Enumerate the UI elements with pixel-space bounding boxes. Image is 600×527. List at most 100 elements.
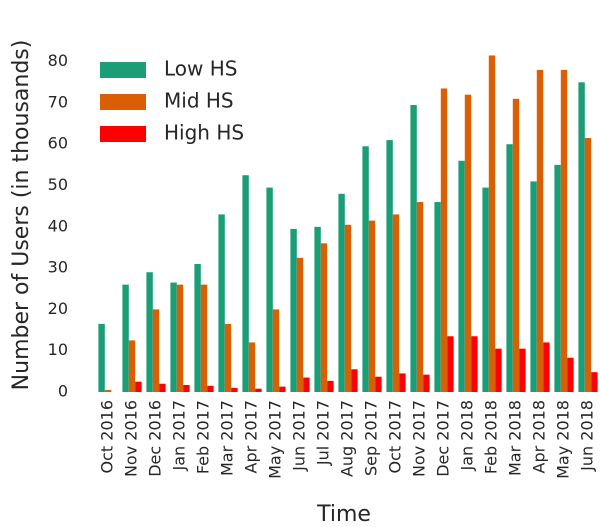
x-axis-label: Time (316, 502, 371, 527)
y-tick-label: 50 (48, 175, 68, 194)
y-tick-label: 40 (48, 216, 68, 235)
bar (375, 376, 382, 392)
x-tick-label: Apr 2017 (242, 400, 261, 473)
bar (471, 336, 478, 392)
bar (344, 224, 352, 392)
bar (296, 257, 304, 392)
x-tick-label: Jul 2017 (314, 400, 333, 466)
bar (224, 323, 232, 392)
bar (231, 387, 238, 392)
bar (194, 263, 201, 392)
bar (368, 220, 376, 392)
bar (146, 272, 153, 392)
x-tick-label: Jan 2018 (458, 400, 477, 471)
x-tick-label: Dec 2017 (434, 400, 453, 477)
bar (272, 309, 280, 392)
bar (207, 385, 214, 392)
bar (266, 187, 273, 392)
bar (506, 144, 513, 392)
bar (392, 214, 400, 392)
x-tick-label: May 2017 (266, 400, 285, 479)
bar (218, 214, 225, 392)
bar (591, 372, 598, 392)
x-tick-label: Feb 2018 (482, 400, 501, 474)
bar (152, 309, 160, 392)
legend-label: Mid HS (164, 89, 234, 113)
bar (314, 226, 321, 392)
x-tick-label: Nov 2017 (410, 400, 429, 477)
bar (584, 138, 592, 392)
bar (567, 357, 574, 392)
bar (128, 340, 136, 392)
bar (176, 284, 184, 392)
x-tick-label: Sep 2017 (362, 400, 381, 476)
bar (242, 175, 249, 392)
bar (386, 140, 393, 392)
bar (327, 380, 334, 392)
bar (98, 323, 105, 392)
y-tick-label: 80 (48, 51, 68, 70)
bar (458, 160, 465, 392)
x-tick-label: Dec 2016 (146, 400, 165, 477)
bar (170, 282, 177, 392)
bar (440, 88, 448, 393)
legend-swatch (100, 126, 146, 142)
x-tick-label: Oct 2016 (98, 400, 117, 473)
bar (320, 243, 328, 392)
bar (423, 374, 430, 392)
legend-label: Low HS (164, 57, 237, 81)
bar (399, 373, 406, 392)
bar (543, 342, 550, 392)
x-tick-label: Apr 2018 (530, 400, 549, 473)
bar (554, 164, 561, 392)
bar (122, 284, 129, 392)
bar (338, 193, 345, 392)
y-axis-label: Number of Users (in thousands) (9, 40, 34, 391)
y-tick-label: 70 (48, 92, 68, 111)
bar (536, 69, 544, 392)
bar (104, 389, 112, 392)
bar (255, 388, 262, 392)
x-tick-label: Aug 2017 (338, 400, 357, 477)
y-tick-label: 30 (48, 258, 68, 277)
bar (135, 381, 142, 392)
x-tick-label: Jun 2017 (290, 400, 309, 472)
x-tick-label: Mar 2017 (218, 400, 237, 476)
bar (495, 348, 502, 392)
bar (512, 98, 520, 392)
bar (519, 348, 526, 392)
bar (248, 342, 256, 392)
bar (183, 384, 190, 392)
bar (351, 369, 358, 392)
y-tick-label: 0 (58, 382, 68, 401)
legend-label: High HS (164, 121, 244, 145)
x-tick-label: May 2018 (554, 400, 573, 479)
bar (434, 202, 441, 392)
bar (279, 386, 286, 392)
y-tick-label: 10 (48, 340, 68, 359)
bar (416, 202, 424, 392)
bar (488, 55, 496, 392)
bar (464, 94, 472, 393)
x-tick-label: Oct 2017 (386, 400, 405, 473)
x-tick-label: Nov 2016 (122, 400, 141, 477)
bar (447, 336, 454, 392)
bar (410, 105, 417, 392)
bar (530, 181, 537, 392)
x-tick-label: Feb 2017 (194, 400, 213, 474)
y-tick-label: 60 (48, 134, 68, 153)
bar (290, 228, 297, 392)
bar (482, 187, 489, 392)
bar (560, 69, 568, 392)
bar (362, 146, 369, 392)
legend-swatch (100, 94, 146, 110)
x-tick-label: Jun 2018 (578, 400, 597, 472)
x-tick-label: Jan 2017 (170, 400, 189, 471)
bar (200, 284, 208, 392)
y-tick-label: 20 (48, 299, 68, 318)
legend-swatch (100, 62, 146, 78)
x-tick-label: Mar 2018 (506, 400, 525, 476)
bar (303, 377, 310, 392)
bar (578, 82, 585, 392)
